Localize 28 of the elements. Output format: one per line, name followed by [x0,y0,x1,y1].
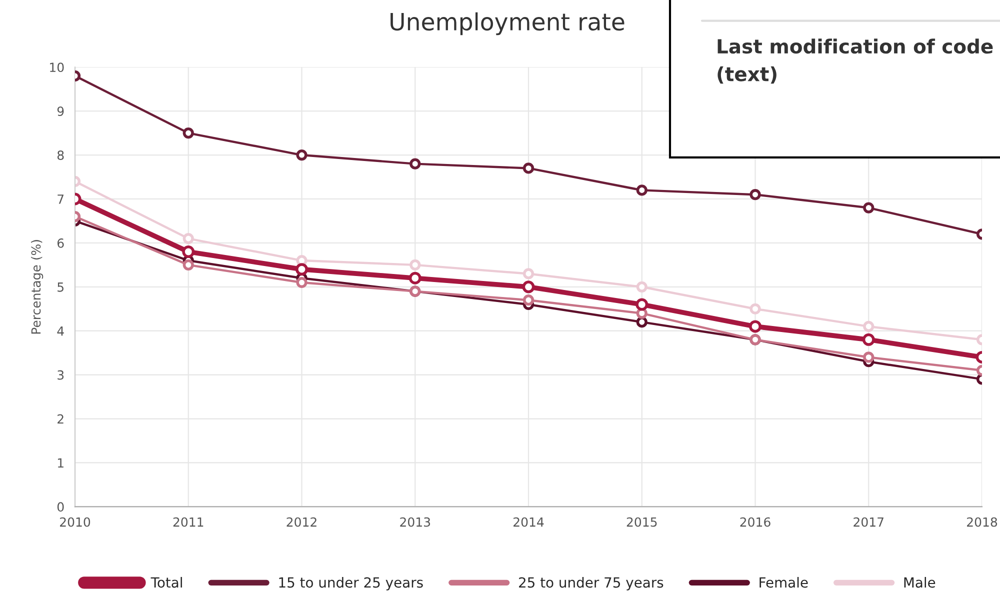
x-tick-label: 2011 [173,517,204,527]
y-tick-label: 6 [58,238,64,248]
y-tick-label: 8 [57,150,64,160]
legend-label: Total [150,576,182,588]
legend-label: 15 to under 25 years [279,576,423,590]
legend-label: Female [760,576,808,588]
x-tick-label: 2016 [740,517,770,527]
y-axis-title: Percentage (%) [31,240,44,334]
legend-label: Male [904,576,936,588]
y-tick-label: 2 [58,414,64,424]
y-tick-label: 10 [50,62,64,72]
x-tick-label: 2018 [967,517,998,527]
x-tick-label: 2013 [400,517,430,527]
y-tick-label: 7 [58,194,64,204]
y-tick-label: 3 [58,370,64,380]
y-tick-label: 4 [57,326,64,336]
x-tick-label: 2017 [854,517,884,527]
y-tick-label: 0 [57,502,64,512]
x-tick-label: 2012 [286,517,316,527]
y-tick-label: 5 [58,282,64,292]
y-tick-label: 1 [58,458,64,468]
chart-title: Unemployment rate [390,12,624,36]
annotation: Last modification of code (text) [718,38,993,84]
legend-label: 25 to under 75 years [519,576,664,590]
y-tick-label: 9 [57,106,64,116]
x-tick-label: 2014 [514,517,544,527]
x-tick-label: 2015 [626,517,657,527]
x-tick-label: 2010 [60,517,90,527]
